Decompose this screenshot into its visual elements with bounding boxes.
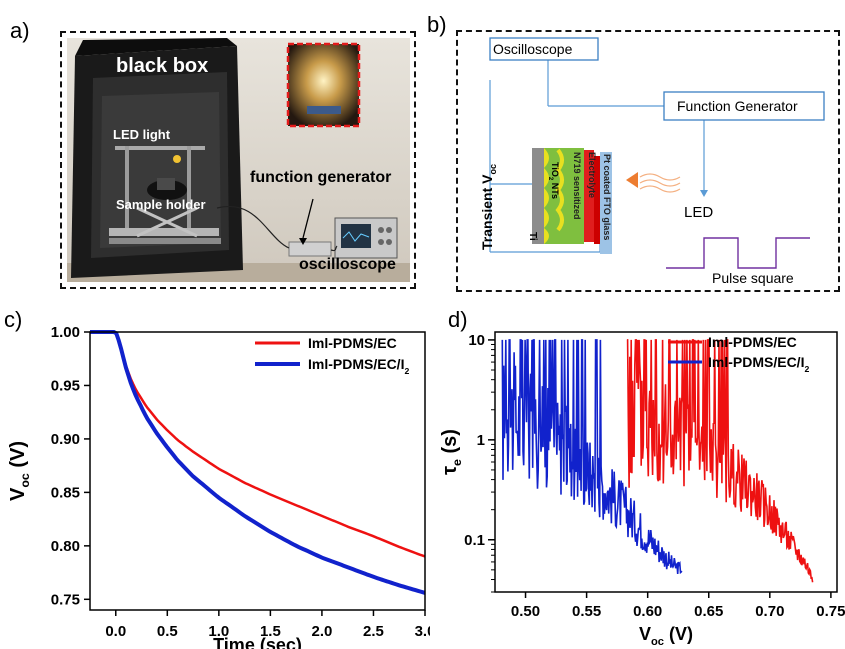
- label-pt-fto: Pt coated FTO glass: [602, 154, 612, 241]
- series-line-2: [90, 330, 426, 595]
- panel-a-letter: a): [10, 18, 30, 43]
- panel-d-letter: d): [448, 307, 468, 332]
- label-black-box: black box: [116, 55, 209, 77]
- x-tick-label: 0.60: [633, 603, 662, 620]
- label-tio2-main: TiO: [550, 162, 560, 177]
- legend-label: Iml-PDMS/EC/I2: [308, 356, 409, 376]
- x-tick-label: 0.75: [816, 603, 845, 620]
- x-tick-label: 0.55: [572, 603, 601, 620]
- x-tick-label: 1.0: [208, 623, 229, 640]
- x-tick-label: 0.50: [511, 603, 540, 620]
- x-tick-label: 0.0: [105, 623, 126, 640]
- legend-label: Iml-PDMS/EC: [308, 335, 397, 351]
- schematic-oscilloscope-label: Oscilloscope: [493, 41, 573, 57]
- y-tick-label: 0.80: [51, 538, 80, 555]
- plot-frame: [89, 331, 426, 611]
- series-line-1: [90, 330, 426, 558]
- function-generator-box: [663, 91, 825, 121]
- setup-photo: [67, 38, 410, 282]
- transient-voc-label: Transient Voc: [479, 164, 498, 250]
- label-ti: Ti: [527, 232, 538, 241]
- label-oscilloscope: oscilloscope: [299, 256, 396, 273]
- label-tio2-rest: NTs: [550, 180, 560, 200]
- series-line-1: [626, 339, 814, 583]
- schematic: [489, 37, 825, 269]
- x-tick-label: 0.65: [694, 603, 723, 620]
- oscilloscope-box: [489, 37, 599, 61]
- label-pulse-square: Pulse square: [712, 270, 794, 286]
- chart-voc-vs-time: 0.0 0.5 1.0 1.5 2.0 2.5 3.0 0.75 0.80 0.85 0.90 0.9…: [7, 324, 430, 649]
- label-n719: N719 sensitized: [572, 152, 582, 220]
- x-tick-label: 2.5: [363, 623, 384, 640]
- y-tick-label: 0.75: [51, 591, 80, 608]
- y-tick-label: 0.85: [51, 484, 80, 501]
- label-tio2-nts: TiO2 NTs: [547, 162, 560, 199]
- transient-voc-sub: oc: [487, 164, 498, 175]
- x-axis-label: Time (sec): [213, 635, 302, 649]
- legend-label: Iml-PDMS/EC/I2: [708, 354, 809, 374]
- transient-voc-main: Transient V: [479, 174, 495, 250]
- y-tick-label: 1: [477, 432, 485, 449]
- panel-b-letter: b): [427, 12, 447, 37]
- x-tick-label: 2.0: [311, 623, 332, 640]
- x-tick-label: 0.5: [157, 623, 178, 640]
- schematic-function-generator-label: Function Generator: [677, 98, 798, 114]
- label-function-generator: function generator: [250, 169, 392, 186]
- series-line-2: [501, 339, 683, 575]
- panel-c-letter: c): [4, 307, 23, 332]
- panel-b-frame: [456, 30, 840, 292]
- y-tick-label: 1.00: [51, 324, 80, 341]
- y-tick-label: 10: [468, 332, 485, 349]
- label-led: LED: [684, 204, 714, 221]
- x-tick-label: 3.0: [415, 623, 430, 640]
- x-tick-label: 0.70: [755, 603, 784, 620]
- y-axis-label: τe (s): [439, 429, 464, 475]
- label-electrolyte: Electrolyte: [587, 152, 597, 199]
- label-led-light: LED light: [113, 127, 171, 142]
- y-tick-label: 0.1: [464, 532, 485, 549]
- label-sample-holder: Sample holder: [116, 197, 206, 212]
- panel-a-frame: [60, 31, 416, 289]
- chart-lifetime-vs-voc: 0.50 0.55 0.60 0.65 0.70 0.75 10 1 0.1 Voc (V) τe …: [439, 331, 845, 648]
- x-axis-label: Voc (V): [639, 624, 693, 648]
- y-tick-label: 0.90: [51, 431, 80, 448]
- x-tick-label: 1.5: [260, 623, 281, 640]
- y-tick-label: 0.95: [51, 377, 80, 394]
- legend-label: Iml-PDMS/EC: [708, 334, 797, 350]
- y-axis-label: Voc (V): [7, 441, 32, 501]
